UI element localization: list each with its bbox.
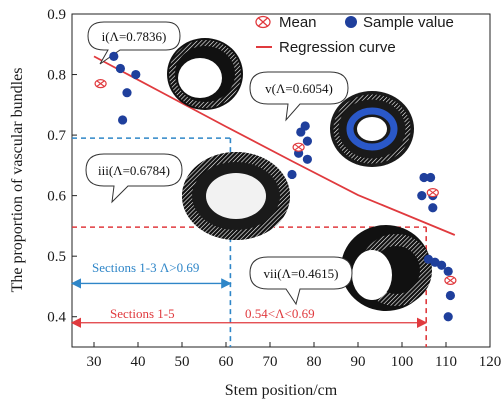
mean-marker	[292, 142, 305, 152]
sample-point	[445, 290, 455, 301]
callout-iii: iii(Λ=0.6784)	[85, 153, 183, 204]
sample-points	[109, 51, 455, 322]
plot-frame	[71, 13, 491, 348]
sample-point	[118, 115, 128, 125]
sample-point	[302, 154, 312, 164]
svg-text:iii(Λ=0.6784): iii(Λ=0.6784)	[98, 163, 170, 178]
x-axis-title: Stem position/cm	[225, 382, 338, 399]
y-tick-label: 0.4	[47, 310, 66, 326]
y-tick-label: 0.7	[47, 128, 66, 144]
sample-point	[296, 127, 306, 137]
mean-marker	[444, 275, 457, 285]
section-image-vii	[341, 225, 432, 311]
y-tick-label: 0.6	[47, 189, 66, 205]
x-tick-label: 60	[219, 354, 234, 370]
svg-text:v(Λ=0.6054): v(Λ=0.6054)	[265, 81, 333, 96]
x-tick-label: 110	[435, 354, 457, 370]
callout-i: i(Λ=0.7836)	[87, 21, 181, 65]
sample-point	[437, 260, 447, 270]
sample-point	[417, 191, 427, 201]
sample-point	[109, 51, 119, 61]
guide-lines	[70, 137, 428, 347]
x-tick-label: 90	[351, 354, 366, 370]
legend: Mean Sample value Regression curve	[255, 14, 454, 56]
regression-curve	[93, 55, 456, 236]
sample-point	[443, 312, 453, 322]
section-image-v	[330, 91, 414, 167]
svg-text:vii(Λ=0.4615): vii(Λ=0.4615)	[264, 266, 339, 281]
sample-point	[302, 136, 312, 146]
sample-point	[131, 69, 141, 80]
x-tick-label: 70	[263, 354, 278, 370]
section-image-iii	[182, 152, 290, 240]
y-axis-title: The proportion of vascular bundles	[9, 68, 26, 293]
x-tick-label: 30	[87, 354, 102, 370]
x-axis-ticks: 30 40 50 60 70 80 90 100 110 120	[87, 342, 502, 370]
annotation-sections-1-5: Sections 1-5	[110, 306, 175, 321]
svg-text:i(Λ=0.7836): i(Λ=0.7836)	[102, 29, 167, 44]
legend-mean-label: Mean	[279, 14, 317, 31]
mean-marker	[426, 188, 439, 198]
callout-v: v(Λ=0.6054)	[249, 71, 349, 122]
x-tick-label: 80	[307, 354, 322, 370]
sample-point	[115, 63, 125, 74]
callout-vii: vii(Λ=0.4615)	[249, 256, 353, 306]
y-tick-label: 0.5	[47, 249, 66, 265]
legend-mean-marker	[255, 15, 271, 29]
y-tick-label: 0.8	[47, 68, 66, 84]
legend-regression-label: Regression curve	[279, 39, 396, 56]
x-tick-label: 100	[391, 354, 414, 370]
sample-point	[122, 88, 132, 98]
y-axis-ticks: 0.4 0.5 0.6 0.7 0.8 0.9	[47, 7, 77, 326]
section-image-i	[167, 38, 243, 110]
sample-point	[287, 169, 297, 180]
sample-point	[428, 203, 438, 213]
annotation-sections-1-3: Sections 1-3 Λ>0.69	[92, 260, 199, 275]
legend-sample-label: Sample value	[363, 14, 454, 31]
x-tick-label: 40	[131, 354, 146, 370]
mean-marker	[94, 79, 107, 89]
legend-sample-marker	[345, 16, 357, 28]
x-tick-label: 120	[479, 354, 502, 370]
x-tick-label: 50	[175, 354, 190, 370]
y-tick-label: 0.9	[47, 7, 66, 23]
mean-markers	[94, 79, 457, 285]
annotation-range-1-5: 0.54<Λ<0.69	[245, 306, 315, 321]
sample-point	[426, 172, 436, 183]
sample-point	[443, 266, 453, 276]
sample-point	[419, 172, 429, 183]
